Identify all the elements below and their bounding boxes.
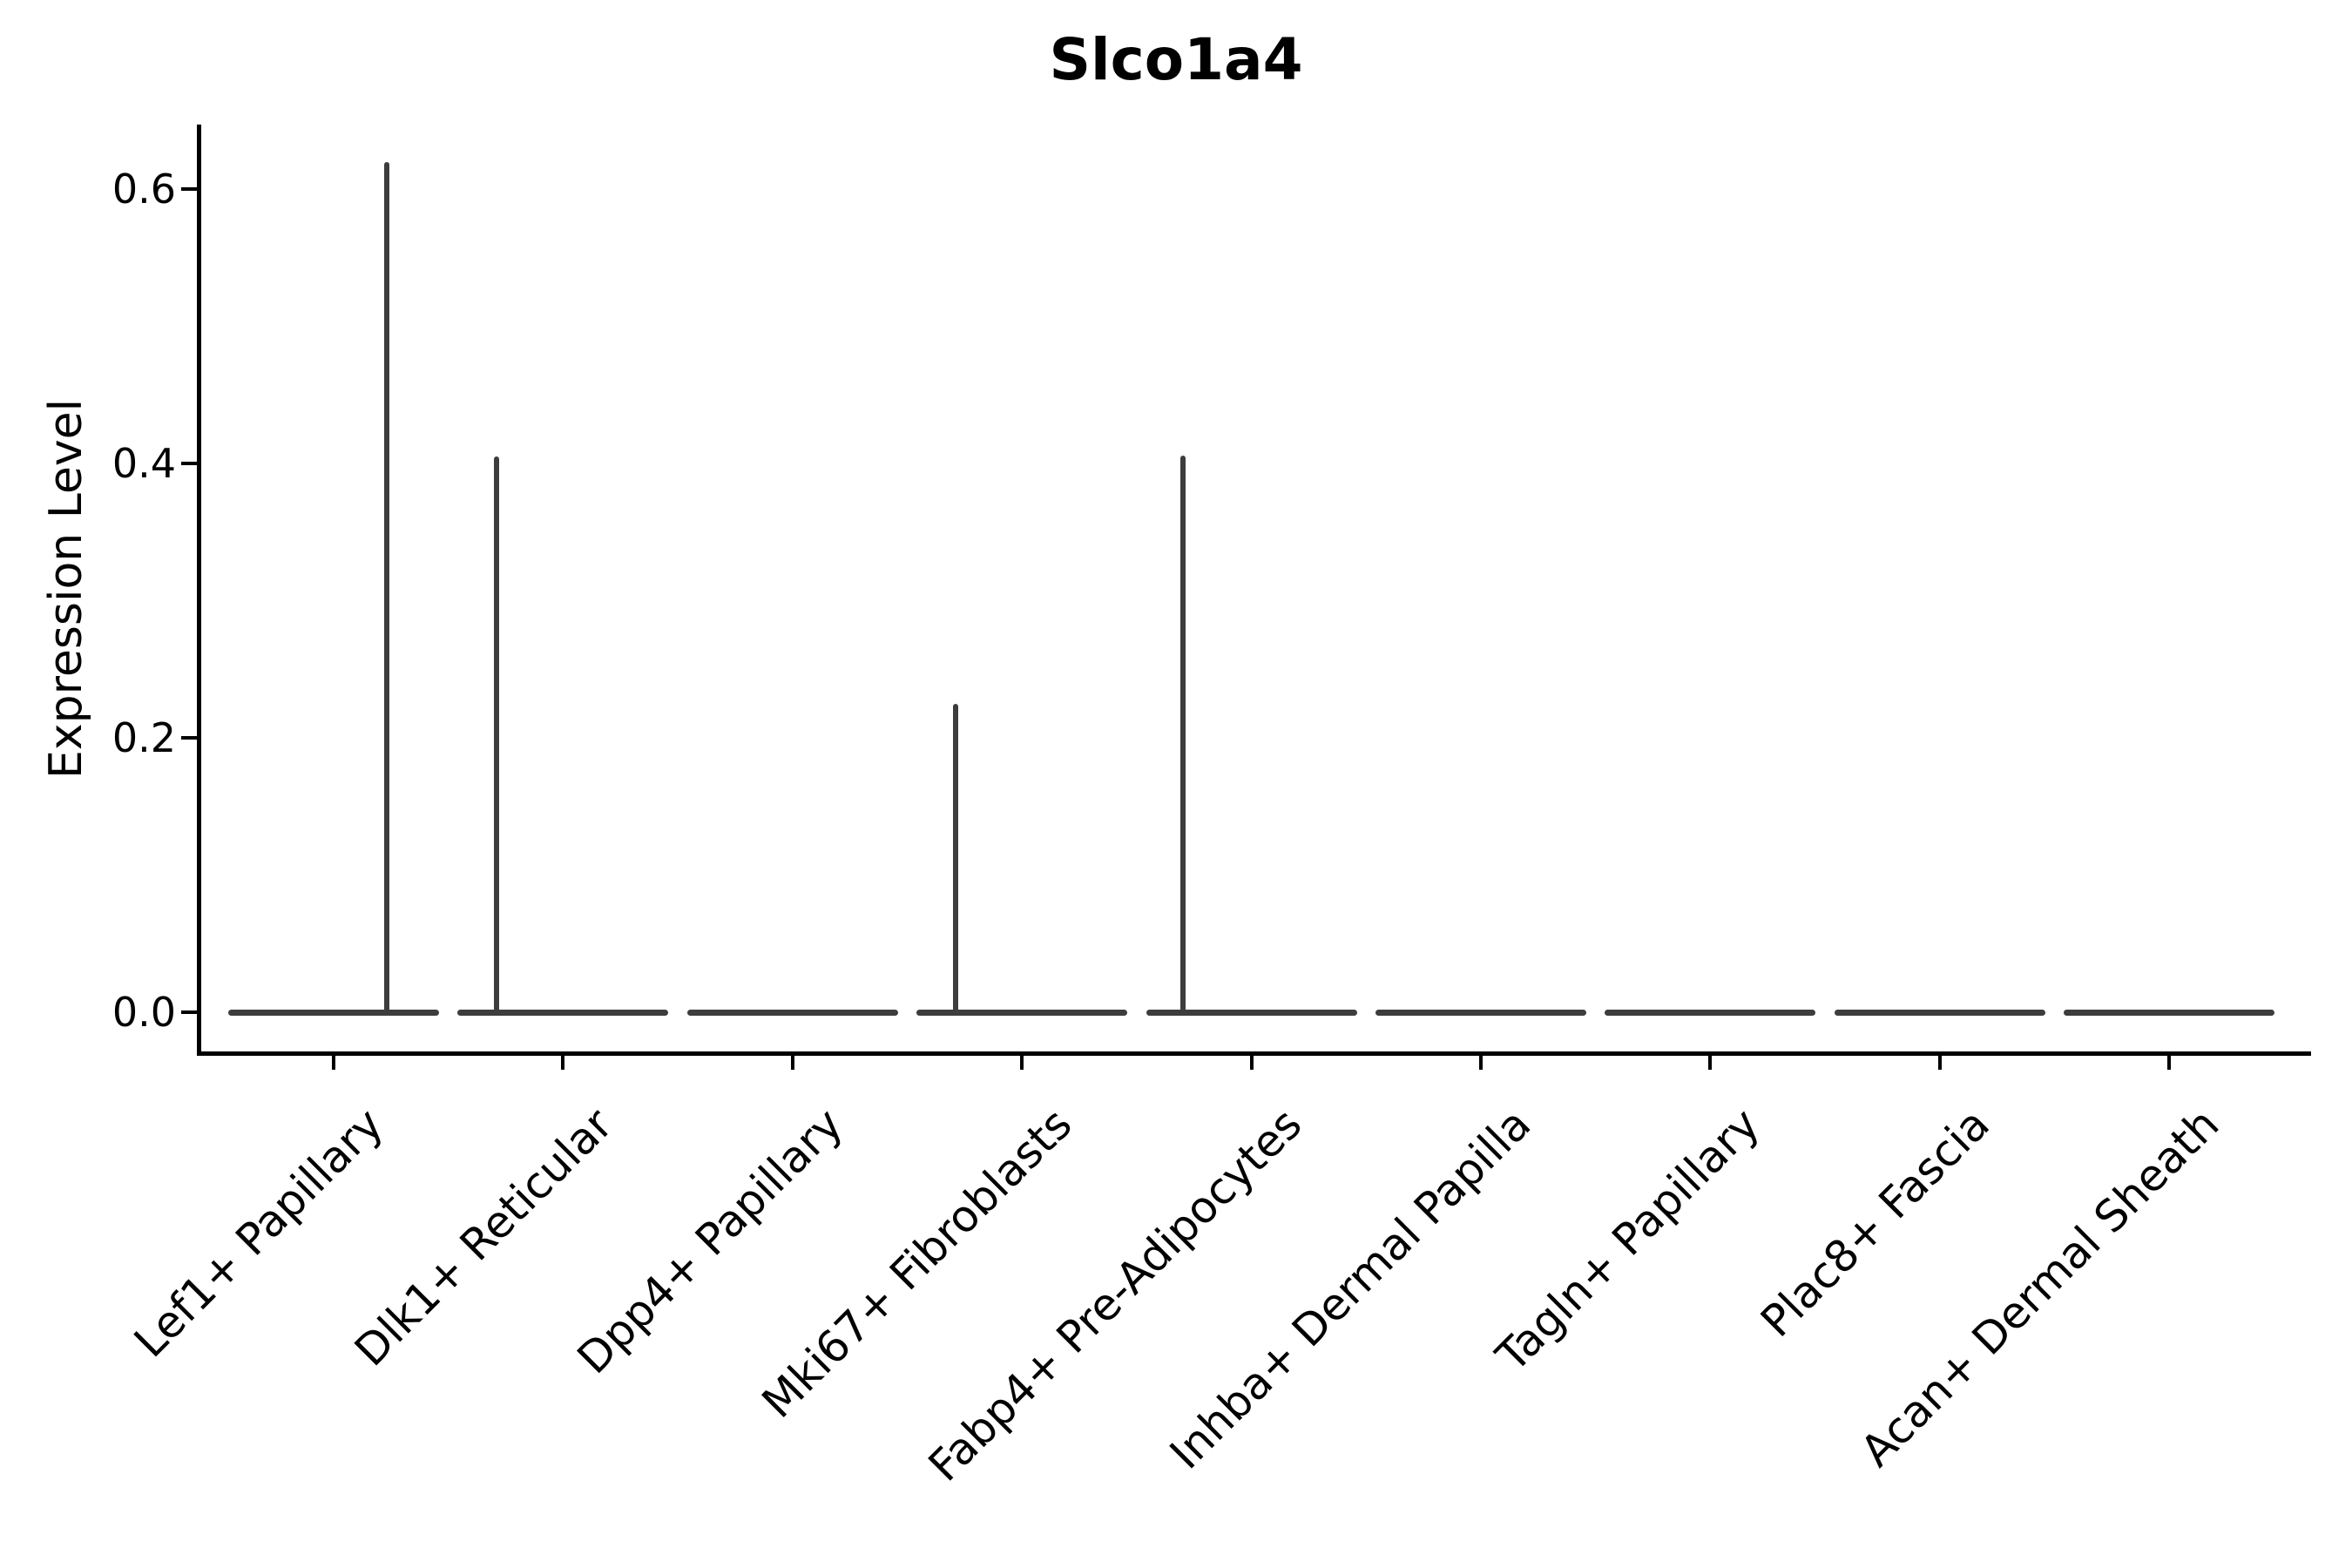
violin-body <box>1605 1010 1815 1016</box>
x-axis-line <box>197 1051 2311 1056</box>
x-tick-label: Lef1+ Papillary <box>125 1098 394 1368</box>
y-tick-label: 0.2 <box>112 714 176 761</box>
y-tick <box>181 462 197 465</box>
y-tick <box>181 187 197 191</box>
x-tick-label: Fabp4+ Pre-Adipocytes <box>918 1098 1312 1491</box>
violin-spike <box>953 704 958 1016</box>
violin-body <box>687 1010 898 1016</box>
violin-body <box>1835 1010 2045 1016</box>
y-tick <box>181 736 197 740</box>
x-tick <box>1020 1053 1024 1070</box>
violin-body <box>1375 1010 1586 1016</box>
y-axis-line <box>197 125 201 1056</box>
x-tick <box>561 1053 564 1070</box>
y-tick-label: 0.0 <box>112 989 176 1036</box>
violin-body <box>228 1010 439 1016</box>
y-tick-label: 0.6 <box>112 166 176 213</box>
x-tick <box>1708 1053 1712 1070</box>
x-tick <box>1250 1053 1254 1070</box>
x-tick-label: Plac8+ Fascia <box>1751 1098 2000 1348</box>
x-tick <box>332 1053 335 1070</box>
x-tick <box>2167 1053 2171 1070</box>
violin-body <box>916 1010 1127 1016</box>
violin-spike <box>384 162 389 1016</box>
violin-body <box>1146 1010 1357 1016</box>
violin-body <box>457 1010 668 1016</box>
y-tick-label: 0.4 <box>112 440 176 487</box>
violin-spike <box>494 456 499 1015</box>
y-tick <box>181 1010 197 1014</box>
x-tick <box>1479 1053 1483 1070</box>
violin-body <box>2064 1010 2274 1016</box>
x-tick <box>1938 1053 1942 1070</box>
chart-title: Slco1a4 <box>1049 26 1303 93</box>
x-tick <box>791 1053 794 1070</box>
violin-spike <box>1180 456 1186 1016</box>
